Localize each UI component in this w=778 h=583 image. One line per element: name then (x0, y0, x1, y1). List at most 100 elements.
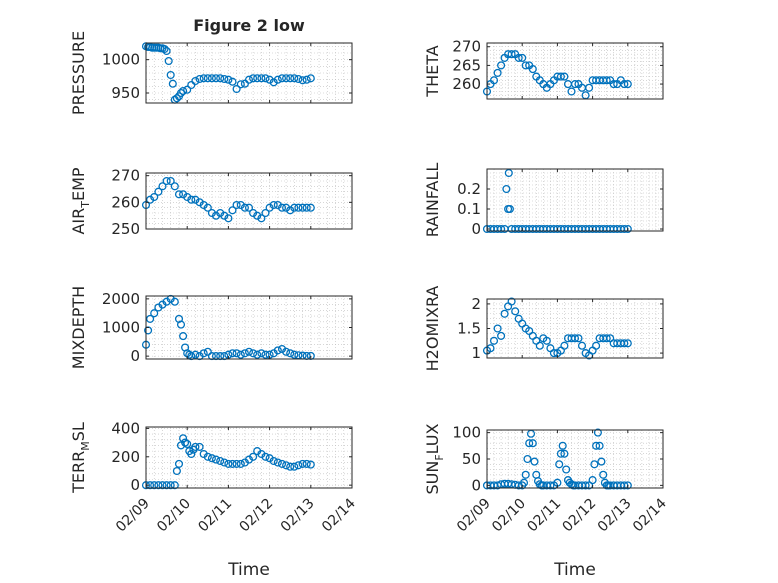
data-point (585, 83, 594, 92)
y-axis-label: MIXDEPTH (69, 286, 88, 369)
data-point (277, 74, 287, 83)
data-point (162, 176, 171, 186)
data-point (277, 203, 287, 212)
data-point (191, 195, 200, 204)
data-point (170, 182, 179, 191)
data-point (504, 168, 513, 178)
data-point (282, 347, 291, 356)
data-point (620, 80, 629, 89)
data-point (224, 75, 233, 84)
y-axis-label: AIRTEMP (69, 167, 92, 234)
y-label-text-rest: LUX (423, 423, 442, 454)
data-point (164, 56, 173, 66)
data-point (166, 70, 175, 80)
data-point (176, 88, 186, 98)
data-point (216, 74, 225, 83)
grid (146, 43, 352, 103)
data-point (216, 456, 225, 466)
data-point (195, 74, 204, 84)
y-tick-label: 0 (471, 220, 481, 238)
data-point (290, 462, 299, 471)
y-label-text: MIXDEPTH (69, 286, 88, 369)
data-point (191, 350, 200, 359)
data-point (273, 346, 282, 355)
y-label-text: PRESSURE (69, 31, 88, 115)
y-tick-label: 250 (111, 220, 140, 238)
data-point (602, 76, 611, 85)
data-point (232, 200, 241, 210)
data-point (497, 61, 506, 70)
data-point (174, 459, 184, 468)
data-point (203, 452, 212, 461)
data-point (232, 84, 241, 94)
data-point (224, 214, 233, 223)
plot-area (146, 173, 352, 229)
data-point (286, 462, 295, 471)
data-point (493, 324, 502, 333)
y-label-text-sub: M (79, 441, 92, 451)
data-point (162, 46, 171, 56)
data-point (593, 428, 602, 437)
data-point (298, 459, 307, 468)
y-tick-label: 0.2 (457, 180, 481, 198)
data-point (581, 481, 590, 490)
axes-box (145, 172, 353, 230)
data-point (558, 441, 567, 450)
data-point (511, 307, 520, 316)
data-point (489, 76, 499, 85)
data-point (187, 449, 196, 459)
data-point (203, 203, 212, 212)
data-point (195, 442, 204, 451)
y-axis-label: H2OMIXRA (423, 286, 442, 372)
data-point (150, 192, 159, 202)
subplot-h2omixra: 1 1.5 2 H2OMIXRA (423, 286, 664, 372)
data-point (185, 350, 194, 359)
series-markers (482, 297, 632, 360)
data-point (570, 334, 580, 343)
y-label-text: H2OMIXRA (423, 286, 442, 372)
subplot-rainfall: 0 0.1 0.2 RAINFALL (423, 163, 664, 238)
grid (146, 296, 352, 359)
data-point (236, 80, 245, 89)
data-point (232, 349, 241, 358)
data-point (597, 457, 606, 466)
data-point (154, 481, 163, 490)
data-point (253, 74, 262, 83)
data-point (240, 349, 249, 358)
data-point (261, 74, 270, 83)
series-markers (482, 428, 632, 490)
data-point (183, 439, 192, 449)
data-point (224, 459, 233, 468)
data-point (179, 86, 188, 96)
data-point (162, 481, 171, 490)
data-point (207, 454, 216, 463)
data-point (294, 461, 303, 470)
data-point (590, 460, 599, 469)
data-point (290, 203, 299, 212)
data-point (150, 309, 159, 318)
data-point (602, 334, 611, 343)
data-point (228, 349, 237, 358)
data-point (273, 458, 282, 467)
data-point (269, 200, 278, 210)
data-point (170, 297, 179, 306)
y-tick-label: 2000 (102, 290, 140, 308)
data-point (244, 203, 254, 212)
data-point (261, 350, 270, 359)
data-point (298, 76, 307, 85)
series-markers (141, 176, 315, 223)
data-point (525, 439, 534, 448)
y-tick-label: 1000 (102, 319, 140, 337)
subplot-air_temp: 250 260 270 AIRTEMP (69, 167, 353, 238)
data-point (261, 452, 270, 461)
series-markers (482, 168, 632, 234)
data-point (244, 347, 254, 356)
y-label-text: TERRMSL (69, 422, 92, 494)
chart-title: Figure 2 low (193, 16, 305, 35)
data-point (562, 465, 571, 474)
x-axis-label: Time (227, 560, 270, 580)
data-point (521, 61, 530, 70)
data-point (191, 76, 200, 86)
data-point (249, 452, 258, 461)
